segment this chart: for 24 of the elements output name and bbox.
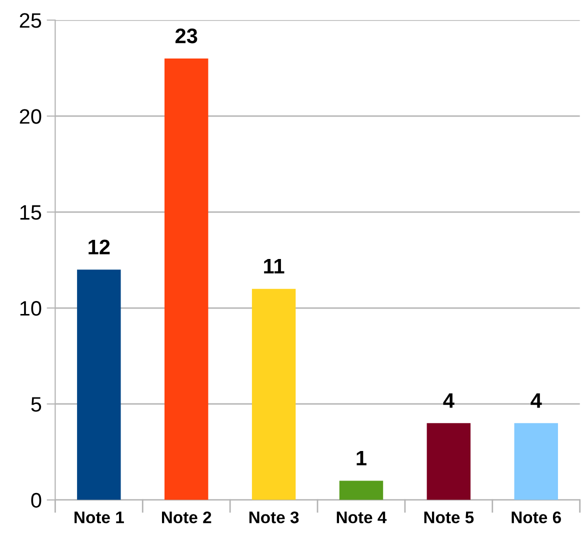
y-tick-label: 5 <box>31 397 42 412</box>
data-label: 4 <box>530 393 542 408</box>
bar <box>77 270 121 500</box>
bar <box>514 423 558 500</box>
y-tick-label: 20 <box>20 109 42 124</box>
x-tick-label: Note 1 <box>74 512 124 524</box>
y-tick-label: 15 <box>20 205 42 220</box>
x-tick-label: Note 3 <box>249 511 299 524</box>
data-label: 23 <box>175 28 198 44</box>
bar <box>426 423 471 500</box>
y-tick-label: 25 <box>20 13 42 28</box>
bar <box>252 288 296 500</box>
bar <box>164 58 208 500</box>
x-tick-label: Note 6 <box>512 511 561 524</box>
y-tick-label: 10 <box>20 301 42 316</box>
x-tick-label: Note 4 <box>336 512 387 524</box>
bar <box>339 480 384 500</box>
data-label: 11 <box>264 259 284 274</box>
y-tick-label: 0 <box>31 492 42 508</box>
x-tick-label: Note 2 <box>162 511 212 524</box>
data-label: 4 <box>443 393 454 408</box>
x-tick-label: Note 5 <box>424 512 474 524</box>
data-label: 12 <box>88 240 110 254</box>
data-label: 1 <box>356 450 366 466</box>
